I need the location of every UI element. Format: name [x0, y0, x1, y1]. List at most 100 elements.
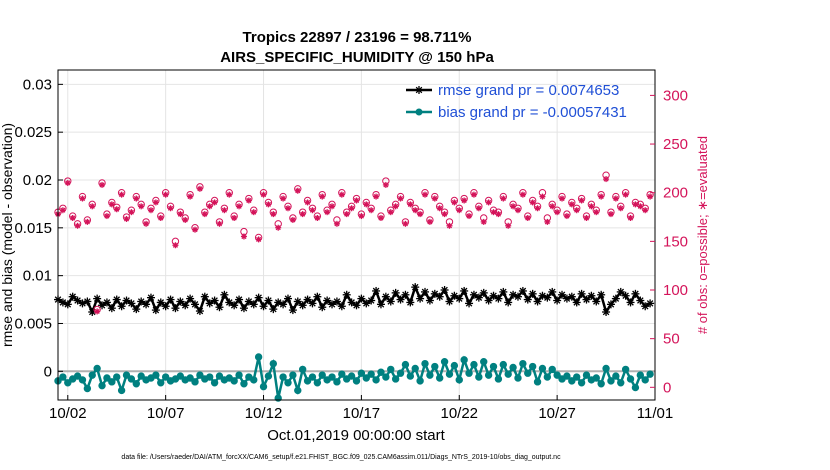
y-tick-label: 0.015 — [14, 220, 52, 237]
star-stroke — [186, 295, 194, 302]
star-stroke — [578, 290, 585, 298]
star-stroke — [534, 298, 541, 305]
rmse-point — [161, 302, 170, 311]
evaluated-obs-point — [514, 207, 521, 214]
star-stroke — [368, 207, 374, 213]
bias-point — [186, 374, 194, 382]
star-stroke — [314, 215, 320, 221]
evaluated-obs-point — [461, 197, 468, 204]
star-stroke — [583, 296, 590, 303]
bias-point — [313, 379, 322, 387]
rmse-point — [239, 304, 248, 313]
rmse-point — [518, 286, 527, 295]
star-stroke — [466, 213, 472, 219]
bias-point — [235, 371, 243, 379]
star-stroke — [60, 207, 66, 213]
bias-point — [431, 362, 439, 371]
y-tick-label: 0 — [44, 363, 52, 380]
star-stroke — [143, 221, 149, 227]
bias-point — [196, 371, 204, 379]
star-stroke — [421, 288, 429, 296]
plot-frame — [57, 69, 656, 401]
star-stroke — [260, 302, 267, 310]
star-stroke — [519, 287, 527, 295]
rmse-point — [548, 287, 557, 296]
rmse-point — [151, 306, 160, 315]
bias-point — [416, 377, 424, 385]
bias-point — [303, 377, 312, 385]
bias-point — [401, 360, 410, 369]
rmse-point — [225, 298, 234, 307]
star-stroke — [623, 192, 629, 198]
star-stroke — [632, 201, 639, 207]
evaluated-obs-point — [510, 203, 517, 210]
bias-point — [377, 368, 385, 376]
rmse-point — [587, 291, 596, 300]
star-stroke — [436, 293, 443, 300]
star-stroke — [548, 288, 556, 296]
evaluated-obs-point — [593, 209, 600, 216]
bias-point — [519, 359, 527, 368]
star-stroke — [318, 303, 326, 311]
x-tick-label: 11/01 — [637, 405, 673, 422]
star-stroke — [378, 215, 384, 221]
star-stroke — [465, 300, 473, 307]
evaluated-obs-point — [231, 215, 238, 222]
star-stroke — [505, 223, 511, 229]
star-stroke — [221, 291, 228, 299]
evaluated-obs-point — [196, 185, 203, 192]
rmse-point — [606, 300, 615, 309]
star-stroke — [358, 213, 364, 219]
rmse-point — [445, 297, 454, 306]
rmse-point — [313, 292, 322, 301]
rmse-point — [93, 294, 102, 303]
y-tick-label: 0.005 — [14, 315, 52, 332]
evaluated-obs-point — [89, 203, 96, 210]
star-stroke — [613, 195, 619, 202]
star-stroke — [504, 299, 512, 306]
star-stroke — [573, 299, 580, 306]
star-stroke — [309, 207, 316, 213]
star-stroke — [646, 300, 654, 307]
rmse-point — [499, 287, 508, 296]
x-tick-label: 10/22 — [440, 405, 478, 422]
bias-point — [509, 363, 517, 372]
bias-point — [563, 372, 571, 380]
bias-point — [333, 378, 341, 386]
star-stroke — [641, 302, 649, 310]
rmse-point — [455, 294, 464, 303]
bias-point — [528, 362, 537, 371]
star-stroke — [495, 211, 501, 217]
star-stroke — [353, 302, 360, 309]
rmse-point — [543, 293, 552, 302]
evaluated-obs-point — [549, 203, 556, 210]
bias-point — [411, 364, 419, 373]
star-stroke — [196, 307, 204, 315]
evaluated-obs-point — [103, 213, 110, 220]
star-stroke — [431, 290, 439, 298]
star-stroke — [602, 308, 610, 316]
y2-tick-label: 50 — [663, 331, 680, 348]
rmse-point — [142, 300, 151, 309]
rmse-point — [210, 296, 219, 305]
star-stroke — [240, 304, 248, 312]
rmse-point — [636, 296, 645, 305]
star-stroke — [187, 194, 193, 200]
bias-point — [460, 356, 468, 364]
bias-point — [514, 374, 522, 382]
bias-point — [387, 365, 395, 374]
star-stroke — [84, 298, 91, 305]
star-stroke — [289, 306, 297, 314]
bias-point — [499, 360, 508, 369]
star-stroke — [607, 301, 615, 308]
evaluated-obs-point — [588, 203, 595, 210]
star-stroke — [250, 301, 258, 308]
star-stroke — [294, 298, 302, 305]
rmse-point — [337, 302, 346, 311]
bias-point — [484, 371, 493, 379]
bias-point — [157, 379, 165, 387]
bias-point — [617, 379, 625, 387]
evaluated-obs-point — [157, 215, 164, 222]
star-stroke — [397, 296, 404, 303]
rmse-point — [127, 299, 136, 308]
